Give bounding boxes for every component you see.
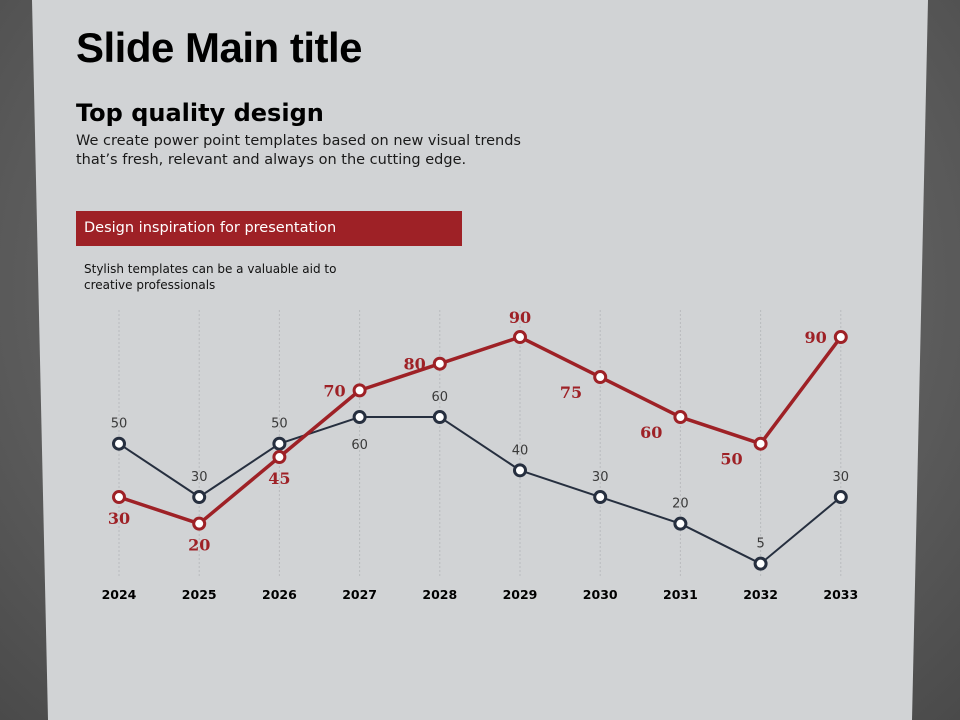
series-red-point (432, 356, 447, 371)
x-tick-label: 2029 (503, 587, 538, 602)
series-navy-point (352, 410, 367, 425)
series-red-data-label: 75 (560, 383, 582, 402)
series-navy-data-label: 60 (432, 390, 449, 405)
series-navy-data-label: 60 (351, 438, 368, 453)
series-red-data-label: 80 (404, 355, 426, 374)
series-red-point (112, 490, 126, 505)
series-red-point (272, 450, 287, 465)
series-navy-point (192, 490, 207, 505)
x-tick-label: 2028 (422, 587, 457, 602)
chart-note: Stylish templates can be a valuable aid … (84, 262, 337, 292)
series-navy-data-label: 50 (271, 417, 288, 432)
x-tick-label: 2033 (823, 587, 858, 602)
series-red-data-label: 20 (188, 536, 210, 555)
series-red-data-label: 45 (268, 469, 290, 488)
series-red-point (192, 516, 207, 531)
series-red-data-label: 90 (805, 328, 827, 347)
series-navy-line (118, 416, 842, 565)
series-navy-data-label: 5 (756, 537, 764, 552)
series-navy-data-label: 20 (672, 497, 689, 512)
x-tick-label: 2027 (342, 587, 377, 602)
series-navy-point (593, 490, 608, 505)
x-tick-label: 2024 (102, 587, 137, 602)
slide-subtitle: Top quality design (76, 99, 324, 127)
series-navy-data-label: 30 (191, 470, 208, 485)
series-red-data-label: 70 (323, 381, 345, 400)
series-red-point (753, 436, 768, 451)
series-navy-point (673, 516, 688, 531)
series-navy-point (432, 410, 447, 425)
series-red-data-label: 90 (509, 308, 531, 327)
x-tick-label: 2030 (583, 587, 618, 602)
series-navy-point (833, 490, 848, 505)
series-red-point (513, 330, 527, 345)
series-navy-data-label: 50 (111, 417, 128, 432)
section-banner: Design inspiration for presentation (76, 211, 462, 246)
slide-title: Slide Main title (76, 24, 363, 71)
series-red-data-label: 60 (640, 423, 662, 442)
series-red-point (593, 370, 608, 385)
series-red-point (833, 330, 848, 345)
x-tick-label: 2025 (182, 587, 217, 602)
series-navy-data-label: 40 (512, 443, 529, 458)
x-tick-label: 2031 (663, 587, 698, 602)
series-red-data-label: 50 (720, 450, 742, 469)
series-navy-point (272, 436, 287, 451)
series-red-data-label: 30 (108, 509, 130, 528)
series-navy-data-label: 30 (592, 470, 609, 485)
series-navy-data-label: 30 (833, 470, 850, 485)
series-red-line (118, 335, 843, 526)
series-navy-point (513, 463, 527, 478)
series-navy-point (112, 436, 126, 451)
x-tick-label: 2032 (743, 587, 778, 602)
slide-description: We create power point templates based on… (76, 133, 521, 168)
series-red-point (352, 383, 367, 398)
series-red-point (673, 410, 688, 425)
series-navy-point (753, 556, 768, 571)
x-tick-label: 2026 (262, 587, 297, 602)
